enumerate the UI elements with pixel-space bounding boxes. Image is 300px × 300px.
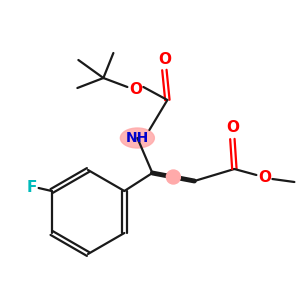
Text: O: O — [158, 52, 171, 67]
Text: NH: NH — [126, 131, 149, 145]
Text: O: O — [226, 121, 239, 136]
Text: O: O — [258, 169, 271, 184]
Text: F: F — [26, 181, 37, 196]
Circle shape — [167, 170, 180, 184]
Ellipse shape — [120, 128, 154, 148]
Text: O: O — [129, 82, 142, 98]
